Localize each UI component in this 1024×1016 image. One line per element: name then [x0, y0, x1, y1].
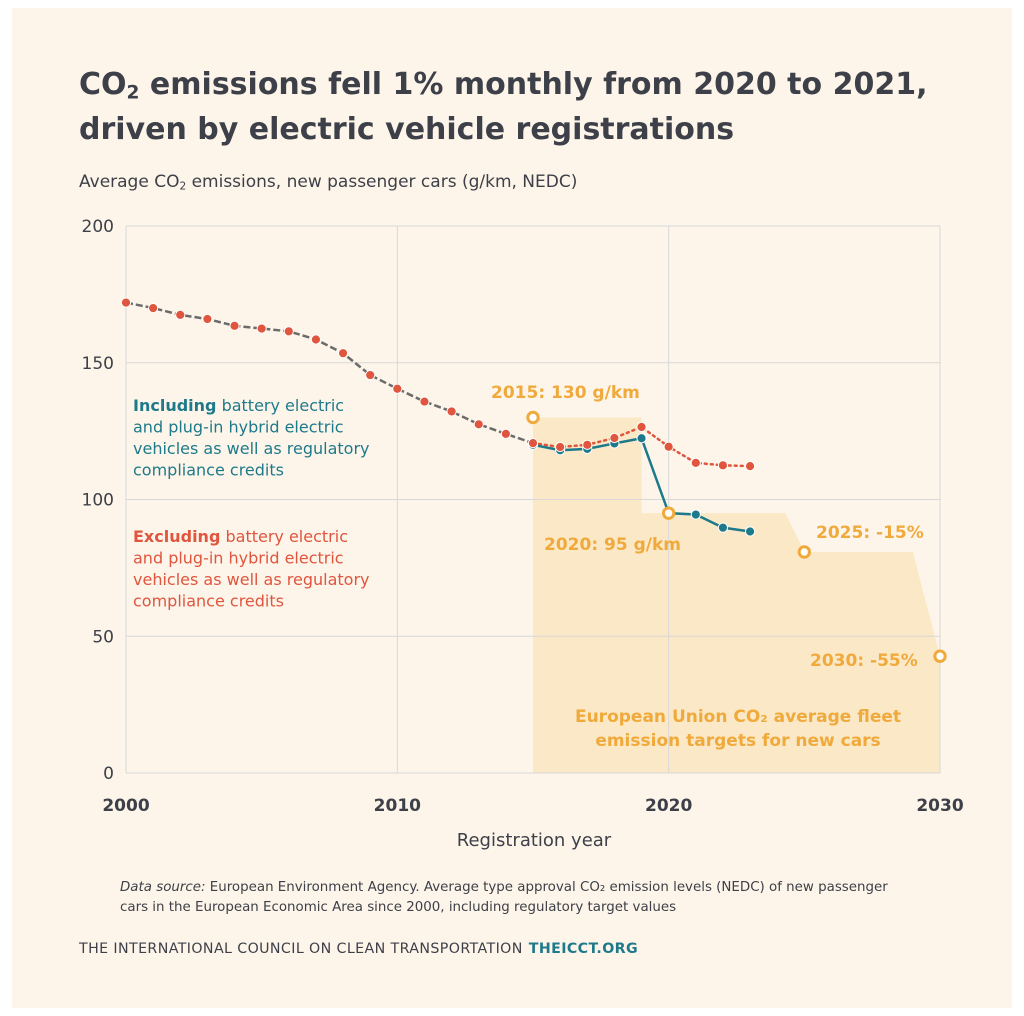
- excluding-point: [473, 419, 484, 430]
- target-area: [533, 417, 940, 773]
- excluding-point: [609, 432, 620, 444]
- excluding-line: [531, 425, 752, 468]
- excluding-point: [690, 457, 701, 468]
- excluding-point: [392, 383, 403, 394]
- target-label: 2030: -55%: [810, 651, 918, 671]
- x-tick-label: 2010: [374, 796, 421, 816]
- y-tick-label: 150: [82, 354, 114, 374]
- excluding-point: [582, 439, 593, 450]
- label-layer: 2015: 130 g/km 2020: 95 g/km 2025: -15% 203…: [133, 383, 924, 751]
- target-area-layer: [533, 417, 940, 773]
- target-point: [526, 410, 540, 425]
- series-layer: [120, 297, 947, 663]
- excluding-point: [202, 313, 213, 325]
- legend-including-line: and plug-in hybrid electric: [133, 418, 344, 437]
- excluding-point: [148, 302, 159, 314]
- excluding-point: [500, 428, 511, 439]
- legend-including-keyword: Including: [133, 396, 216, 415]
- legend-excluding-line: and plug-in hybrid electric: [133, 549, 344, 568]
- including-point: [744, 526, 756, 537]
- chart-subtitle: Average CO2 emissions, new passenger car…: [79, 172, 578, 193]
- excluding-point: [744, 461, 756, 472]
- legend-including-line: Including battery electric: [133, 396, 344, 415]
- y-tick-label: 0: [103, 764, 114, 784]
- y-tick-label: 200: [82, 217, 114, 237]
- including-point: [690, 509, 701, 520]
- excluding-point: [419, 396, 430, 407]
- legend-excluding-line: vehicles as well as regulatory: [133, 570, 370, 589]
- excluding-point: [663, 441, 674, 452]
- target-point: [661, 506, 676, 520]
- excluding-point: [717, 460, 729, 471]
- x-tick-label: 2030: [916, 796, 963, 816]
- footer-site-link[interactable]: THEICCT.ORG: [528, 941, 639, 957]
- legend-excluding-line: Excluding battery electric: [133, 527, 348, 546]
- excluding-point: [446, 406, 457, 417]
- excluding-point: [337, 348, 349, 359]
- y-tick-label: 50: [92, 627, 114, 647]
- target-label: 2020: 95 g/km: [544, 535, 681, 555]
- y-tick-label: 100: [82, 491, 114, 511]
- excluding-point: [256, 323, 267, 334]
- x-tick-label: 2000: [102, 796, 149, 816]
- chart-card: [12, 8, 1012, 1008]
- excluding-point: [120, 297, 132, 308]
- excluding-point: [365, 369, 376, 381]
- excluding-point: [229, 320, 240, 331]
- excluding-point: [175, 309, 186, 320]
- footer-org: THE INTERNATIONAL COUNCIL ON CLEAN TRANS…: [79, 941, 523, 957]
- target-caption-line2: emission targets for new cars: [595, 731, 880, 751]
- footer: THE INTERNATIONAL COUNCIL ON CLEAN TRANS…: [79, 941, 638, 957]
- target-caption-line1: European Union CO₂ average fleet: [575, 707, 901, 727]
- chart-title: CO2 emissions fell 1% monthly from 2020 …: [79, 67, 928, 147]
- legend-including-line: compliance credits: [133, 461, 284, 480]
- excluding-point: [555, 441, 566, 453]
- including-point: [717, 522, 729, 533]
- legend-including-line: vehicles as well as regulatory: [133, 439, 370, 458]
- x-tick-label: 2020: [645, 796, 692, 816]
- excluding-line-history: [125, 301, 534, 445]
- excluding-point: [527, 438, 539, 449]
- including-point: [636, 433, 647, 444]
- excluding-point: [283, 326, 294, 337]
- target-point: [933, 649, 947, 663]
- target-point: [797, 545, 812, 559]
- excluding-point: [310, 334, 322, 345]
- legend-excluding-line: compliance credits: [133, 592, 284, 611]
- data-source-note: Data source: European Environment Agency…: [120, 880, 888, 915]
- excluding-point: [636, 421, 647, 433]
- target-label: 2025: -15%: [816, 523, 924, 543]
- legend-excluding-keyword: Excluding: [133, 527, 220, 546]
- grid-layer: 0 50 100 150 200 2000 2010 2020 2030 Registration…: [82, 217, 964, 851]
- target-label: 2015: 130 g/km: [491, 383, 640, 403]
- x-axis-label: Registration year: [457, 830, 612, 851]
